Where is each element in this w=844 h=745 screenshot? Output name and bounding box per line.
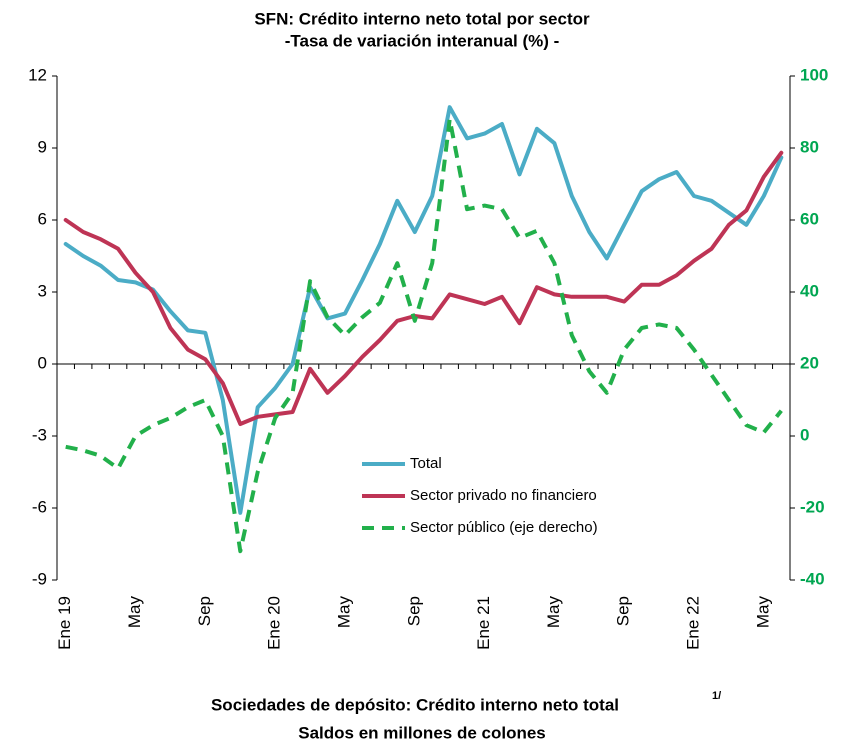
series-line — [65, 117, 783, 554]
legend-label: Sector privado no financiero — [410, 487, 597, 504]
chart-subtitle: -Tasa de variación interanual (%) - — [285, 31, 560, 50]
x-tick-label: Ene 19 — [55, 596, 74, 650]
y2-tick-label: 80 — [800, 137, 819, 156]
y2-tick-label: -20 — [800, 497, 825, 516]
y2-tick-label: 60 — [800, 209, 819, 228]
legend-label: Sector público (eje derecho) — [410, 519, 598, 536]
y-tick-label: -9 — [32, 569, 47, 588]
y2-tick-label: 0 — [800, 425, 809, 444]
x-tick-label: May — [753, 596, 772, 629]
y-tick-label: 6 — [38, 209, 47, 228]
caption-marker: 1/ — [712, 690, 721, 702]
y-tick-label: -3 — [32, 425, 47, 444]
x-tick-label: Ene 22 — [683, 596, 702, 650]
y2-tick-label: 20 — [800, 353, 819, 372]
y-tick-label: 0 — [38, 353, 47, 372]
x-tick-label: May — [125, 596, 144, 629]
y-tick-label: 12 — [28, 65, 47, 84]
y-tick-label: 9 — [38, 137, 47, 156]
y-tick-label: -6 — [32, 497, 47, 516]
caption-subtitle: Saldos en millones de colones — [298, 723, 546, 742]
caption-title: Sociedades de depósito: Crédito interno … — [211, 695, 619, 714]
series-line — [63, 150, 784, 426]
y2-tick-label: 100 — [800, 65, 828, 84]
y-tick-label: 3 — [38, 281, 47, 300]
x-tick-label: Sep — [195, 596, 214, 626]
y2-tick-label: -40 — [800, 569, 825, 588]
series-line — [63, 105, 784, 515]
legend-label: Total — [410, 455, 442, 472]
x-tick-label: Ene 21 — [474, 596, 493, 650]
x-tick-label: Ene 20 — [265, 596, 284, 650]
chart-title: SFN: Crédito interno neto total por sect… — [254, 9, 590, 28]
x-tick-label: Sep — [404, 596, 423, 626]
x-tick-label: May — [334, 596, 353, 629]
x-tick-label: May — [544, 596, 563, 629]
y2-tick-label: 40 — [800, 281, 819, 300]
x-tick-label: Sep — [614, 596, 633, 626]
